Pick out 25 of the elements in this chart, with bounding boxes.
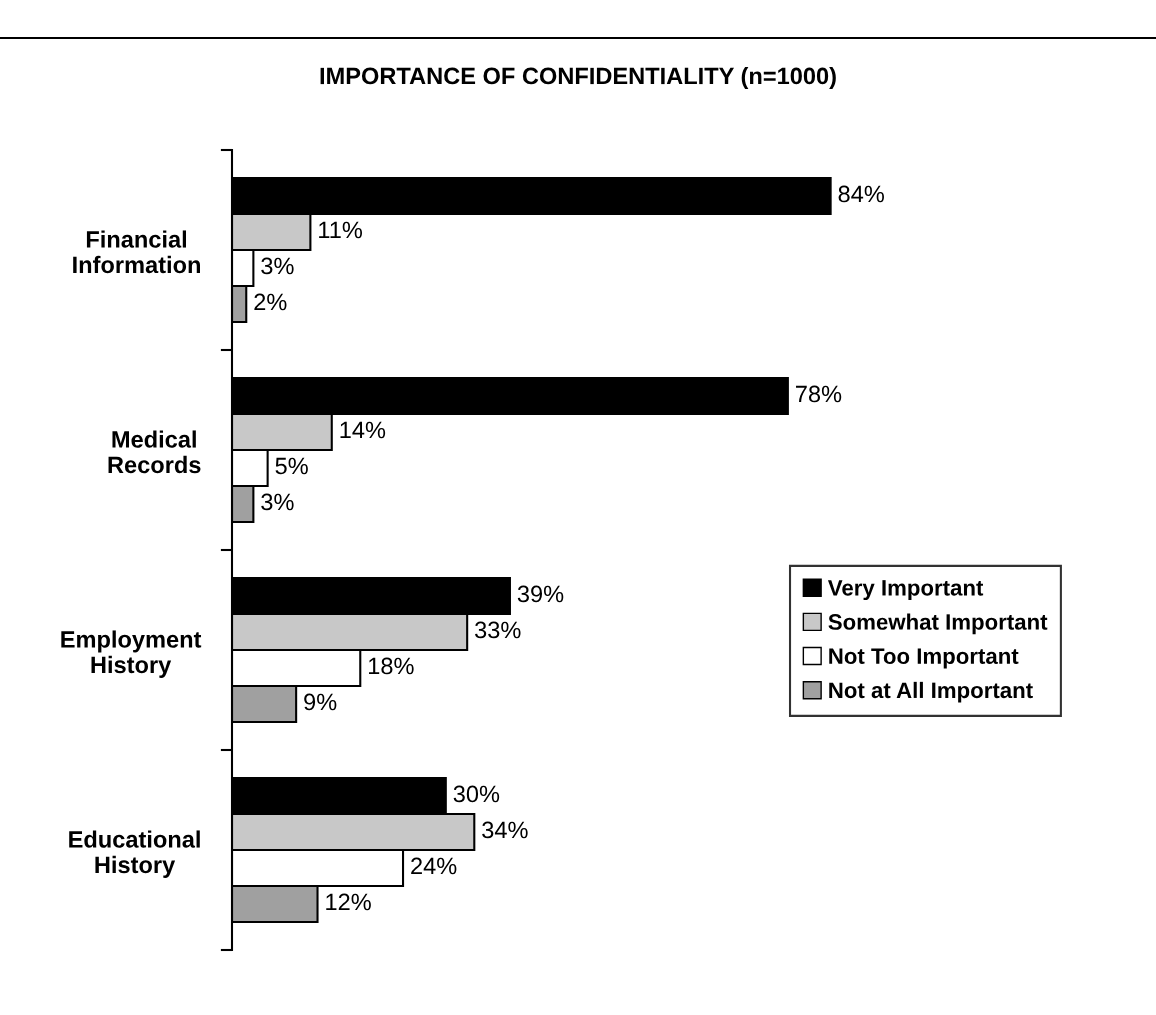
legend-label: Not at All Important <box>829 681 1033 703</box>
chart-title: IMPORTANCE OF CONFIDENTIALITY (n=1000) <box>320 67 836 90</box>
data-label: 33% <box>475 621 521 639</box>
data-label: 14% <box>340 421 386 439</box>
data-label: 84% <box>838 185 884 203</box>
data-label: 34% <box>482 821 528 839</box>
legend-label: Not Too Important <box>829 648 1019 669</box>
data-label: 3% <box>261 257 294 275</box>
legend-label: Somewhat Important <box>828 613 1048 635</box>
data-label: 5% <box>275 457 308 475</box>
y-tick-label: Financial Information <box>73 230 200 274</box>
y-tick-label: Employment History <box>61 630 202 678</box>
data-label: 2% <box>254 293 287 311</box>
y-tick-label: Medical Records <box>108 430 201 474</box>
y-tick-label: Educational History <box>69 830 200 878</box>
data-label: 39% <box>517 585 564 603</box>
data-label: 30% <box>453 785 500 803</box>
legend-label: Very Important <box>827 580 984 601</box>
data-label: 9% <box>304 693 337 711</box>
data-label: 78% <box>796 385 842 403</box>
data-label: 24% <box>411 857 457 875</box>
data-label: 12% <box>326 893 371 911</box>
data-label: 11% <box>319 221 363 239</box>
data-label: 3% <box>261 493 294 511</box>
data-label: 18% <box>369 657 414 675</box>
